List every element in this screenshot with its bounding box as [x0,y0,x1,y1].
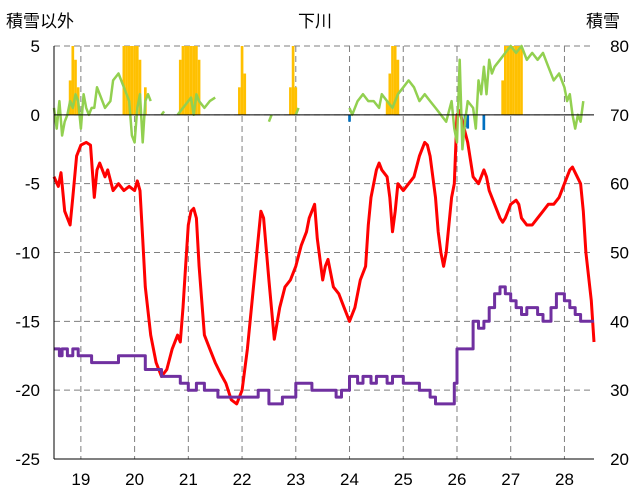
snowfall-bar [197,59,201,115]
snowfall-bar [138,59,142,115]
right-tick-label: 80 [610,37,629,56]
snowfall-bar [71,46,75,115]
series-line-2 [52,72,152,144]
snowfall-bar [74,59,77,115]
left-tick-label: -10 [15,244,40,263]
left-tick-label: -25 [15,450,40,469]
series-line-2 [267,114,273,123]
snowfall-bar [509,46,513,115]
series-line-2 [294,107,300,116]
snowfall-bar [181,46,185,115]
precip-bar [348,114,351,122]
snowfall-bar [289,87,292,115]
right-tick-label: 70 [610,106,629,125]
snowfall-bar [240,46,244,115]
snowfall-bar [189,46,193,115]
right-axis-title: 積雪 [586,12,620,31]
snowfall-bar [130,46,134,115]
x-tick-label: 27 [501,470,520,489]
snowfall-bar [133,46,136,115]
snowfall-bar [125,46,128,115]
left-tick-label: 0 [31,106,40,125]
snowfall-bar [396,59,400,115]
snowfall-bar [135,46,139,115]
right-tick-label: 20 [610,450,629,469]
x-tick-label: 19 [71,470,90,489]
snowfall-bar [504,46,507,115]
right-tick-label: 50 [610,244,629,263]
x-tick-label: 22 [233,470,252,489]
snowfall-bar [520,46,523,115]
snowfall-bar [385,101,389,115]
right-tick-label: 60 [610,175,629,194]
left-tick-label: -20 [15,381,40,400]
snowfall-bar [127,46,131,115]
x-tick-label: 28 [555,470,574,489]
snowfall-bar [501,80,504,115]
x-tick-label: 25 [394,470,413,489]
x-tick-label: 21 [179,470,198,489]
snowfall-bar [122,46,126,115]
x-tick-label: 24 [340,470,359,489]
chart-title: 下川 [298,12,332,31]
snowfall-bar [291,46,295,115]
series-line-1 [54,285,594,406]
snowfall-bar [238,87,241,115]
x-tick-label: 23 [286,470,305,489]
snowfall-bar [514,46,518,115]
left-tick-label: -15 [15,312,40,331]
snowfall-bar [512,46,515,115]
snowfall-bar [68,80,72,115]
snowfall-bar [243,73,247,115]
snowfall-bar [294,87,298,115]
precip-bar [466,114,470,129]
snowfall-bar [517,46,521,115]
left-tick-label: -5 [25,175,40,194]
series-line-2 [348,44,585,151]
snowfall-bar [178,59,182,115]
snowfall-bar [195,46,198,115]
right-tick-label: 30 [610,381,629,400]
snowfall-bar [184,46,187,115]
series-line-2 [176,92,216,117]
right-tick-label: 40 [610,312,629,331]
snowfall-bar [192,46,196,115]
snowfall-bar [186,46,190,115]
x-tick-label: 20 [125,470,144,489]
series-line-0 [52,109,596,406]
snowfall-bar [391,46,394,115]
series-line-2 [160,110,166,116]
snowfall-bar [506,46,510,115]
snowfall-bar [393,46,397,115]
left-tick-label: 5 [31,37,40,56]
snowfall-bar [388,73,392,115]
left-axis-title: 積雪以外 [6,12,74,31]
x-tick-label: 26 [448,470,467,489]
precip-bar [482,114,486,130]
